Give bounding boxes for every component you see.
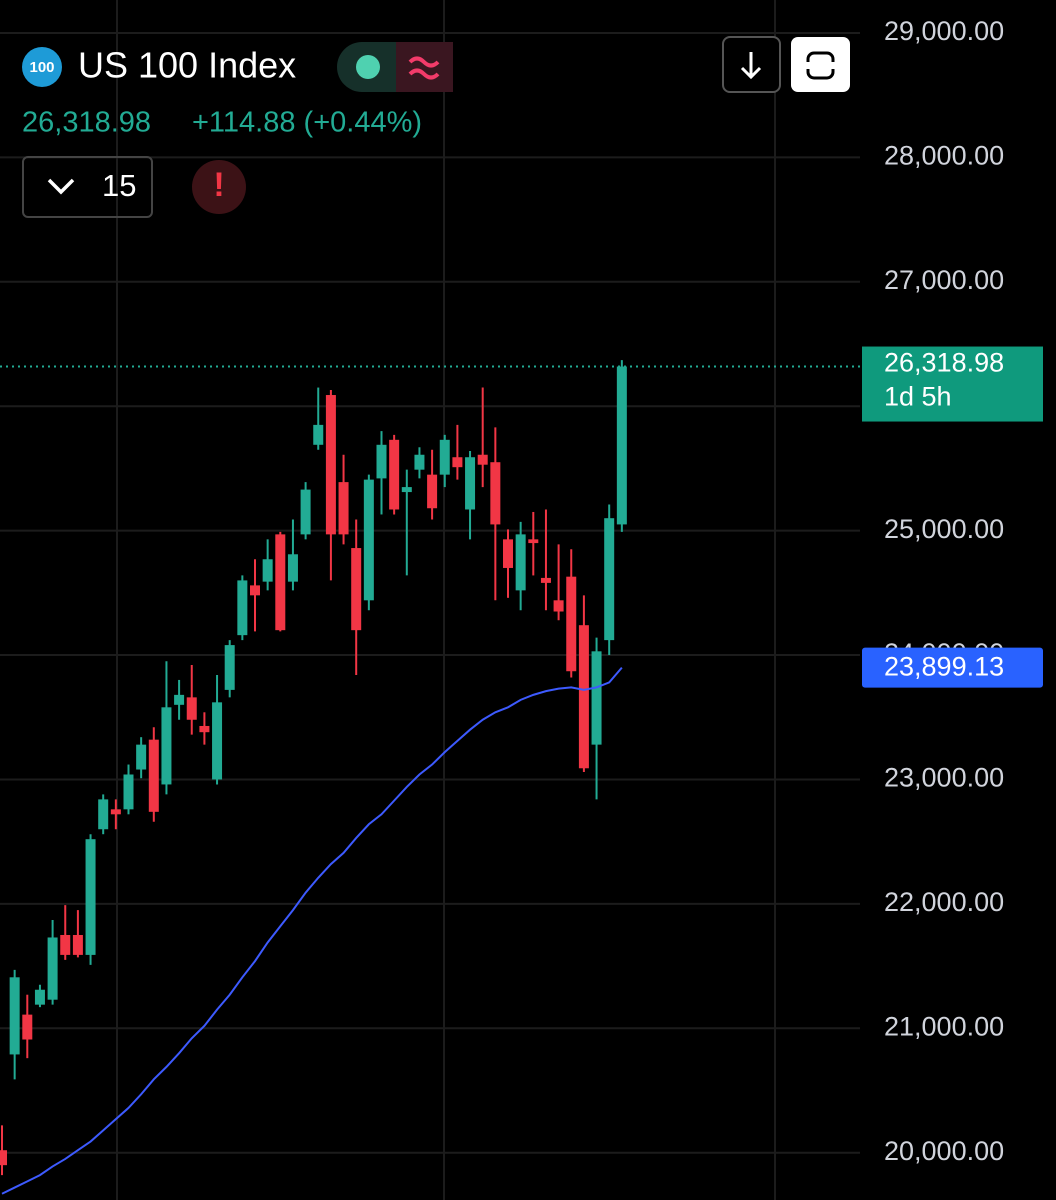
candle-body: [250, 585, 260, 596]
candle-body: [9, 977, 20, 1055]
y-tick-label: 29,000.00: [884, 16, 1004, 46]
candle-body: [452, 457, 463, 468]
candle-body: [34, 989, 45, 1005]
candle-body: [363, 479, 374, 601]
alert-button[interactable]: [192, 160, 246, 214]
candle-body: [60, 934, 71, 955]
candle-body: [528, 539, 539, 544]
candle-body: [389, 439, 400, 510]
candle-body: [578, 625, 589, 769]
candle-body: [22, 1014, 33, 1040]
countdown: 1d 5h: [884, 382, 952, 412]
candle-body: [376, 444, 387, 479]
y-tick-label: 20,000.00: [884, 1136, 1004, 1166]
candle-body: [503, 539, 513, 568]
plot: [0, 360, 860, 1195]
candle-body: [616, 366, 627, 525]
candle-body: [148, 739, 159, 812]
candle-body: [313, 424, 324, 445]
interval-button[interactable]: [22, 156, 153, 218]
symbol-icon: [22, 47, 62, 87]
candle-body: [300, 489, 311, 535]
chevron: [47, 178, 75, 195]
y-tick-label: 27,000.00: [884, 265, 1004, 295]
y-tick-label: 22,000.00: [884, 887, 1004, 917]
candle-body: [540, 577, 551, 583]
candle-body: [0, 1150, 7, 1166]
candle-body: [224, 645, 235, 690]
candle-body: [186, 697, 197, 720]
symbol-title[interactable]: US 100 Index: [78, 45, 296, 86]
y-tick-label: 21,000.00: [884, 1011, 1004, 1041]
status-pill-right: [396, 42, 453, 92]
candle-body: [338, 482, 349, 535]
price: 26,318.98: [22, 107, 151, 139]
candle-body: [427, 474, 438, 509]
interval: 15: [102, 168, 136, 203]
market-open-dot: [356, 55, 380, 79]
candle-body: [123, 774, 134, 810]
candle-body: [401, 487, 412, 493]
candle-body: [98, 799, 109, 830]
candle-body: [604, 518, 615, 641]
candle-body: [85, 839, 96, 955]
candle-body: [465, 457, 476, 510]
ma-line: [1, 666, 623, 1195]
last-price-tag: [862, 346, 1043, 422]
candle-body: [199, 725, 210, 733]
change: +114.88 (+0.44%): [192, 107, 422, 139]
candle-body: [262, 559, 273, 582]
candle-body: [414, 454, 425, 470]
candle-body: [351, 548, 362, 631]
candle-body: [515, 534, 526, 591]
candle-body: [275, 534, 286, 631]
candle-body: [477, 454, 488, 465]
candle-body: [174, 694, 185, 705]
y-tick-label: 25,000.00: [884, 514, 1004, 544]
candle-body: [161, 707, 172, 785]
candle-body: [325, 395, 336, 535]
candle-body: [72, 934, 83, 955]
candle-body: [566, 576, 577, 672]
candle-body: [237, 580, 248, 636]
candle-body: [553, 600, 564, 612]
candle-body: [47, 937, 58, 1000]
candle-body: [110, 809, 121, 815]
y-tick-label: 23,000.00: [884, 763, 1004, 793]
download-icon: [740, 52, 762, 80]
candle-body: [136, 744, 147, 770]
y-tick-label: 28,000.00: [884, 141, 1004, 171]
candle-body: [591, 651, 602, 745]
ma-label: 23,899.13: [884, 652, 1004, 682]
candle-body: [490, 462, 501, 525]
candle-body: [439, 439, 450, 475]
labels: 20,000.0021,000.0022,000.0023,000.0024,0…: [862, 16, 1043, 1166]
ma-tag: [862, 647, 1043, 688]
symbol-icon-text: 100: [29, 59, 54, 76]
fullscreen-icon-gap: [803, 62, 838, 69]
candle-body: [287, 554, 298, 582]
delay-icon: [408, 56, 440, 80]
candle-body: [212, 702, 223, 780]
alert-icon: !: [213, 166, 224, 204]
last-price-label: 26,318.98: [884, 348, 1004, 378]
